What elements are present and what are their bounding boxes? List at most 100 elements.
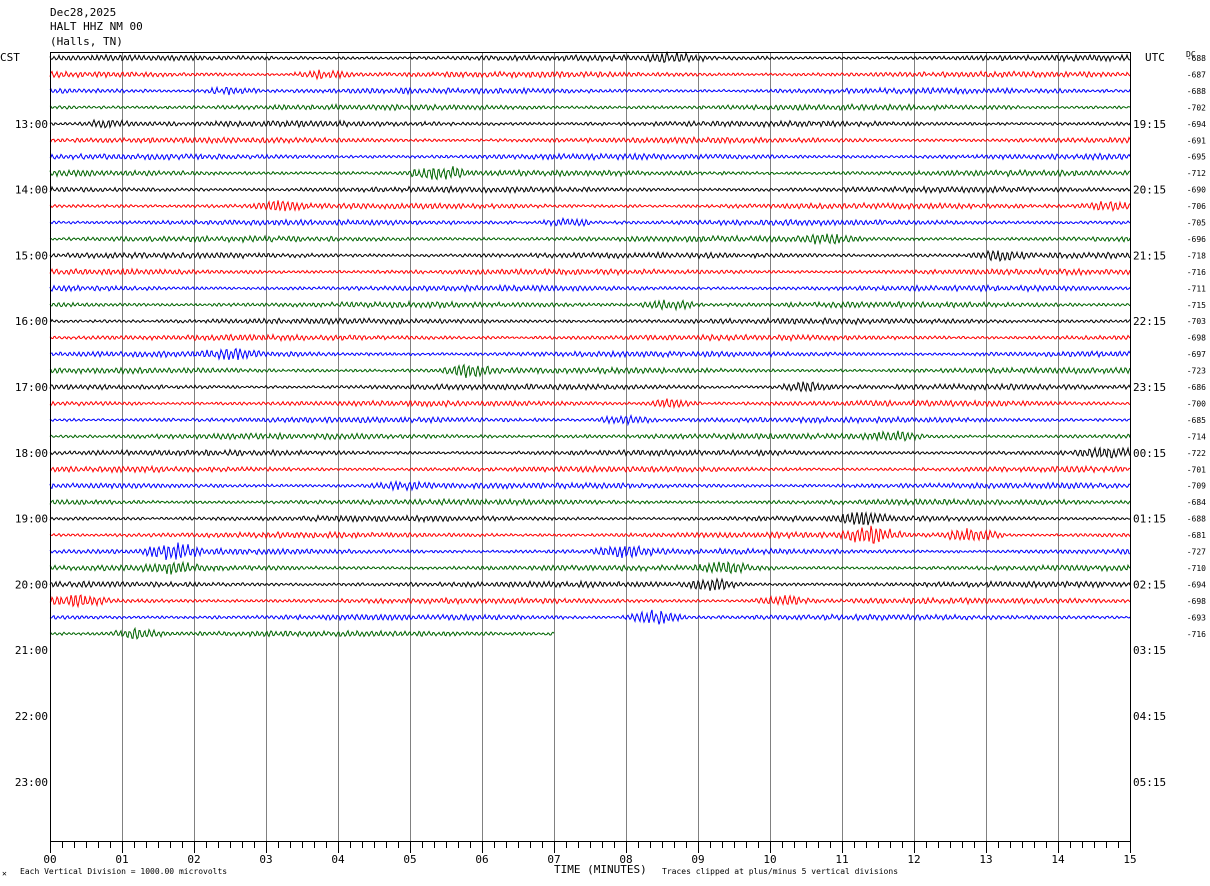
dc-offset-label: -698 [1187, 334, 1206, 343]
right-hour-label: 22:15 [1133, 315, 1166, 328]
x-tick-label: 00 [43, 853, 56, 866]
dc-offset-label: -681 [1187, 531, 1206, 540]
seismic-trace [49, 577, 1131, 591]
trace-group [49, 50, 1131, 640]
left-hour-label: 17:00 [15, 381, 48, 394]
dc-offset-label: -722 [1187, 449, 1206, 458]
seismic-trace [49, 430, 1131, 442]
seismic-trace [49, 626, 555, 640]
dc-offset-label: -702 [1187, 103, 1206, 112]
x-tick-label: 04 [331, 853, 345, 866]
seismic-trace [49, 594, 1131, 609]
dc-offset-label: -716 [1187, 630, 1206, 639]
right-hour-label: 23:15 [1133, 381, 1166, 394]
right-timezone-label: UTC [1145, 51, 1165, 64]
right-hour-label: 00:15 [1133, 447, 1166, 460]
right-hour-label: 02:15 [1133, 578, 1166, 591]
dc-offset-label: -710 [1187, 564, 1206, 573]
right-hour-label: 05:15 [1133, 776, 1166, 789]
seismic-trace [49, 317, 1131, 326]
x-tick-label: 10 [763, 853, 776, 866]
x-tick-label: 01 [115, 853, 128, 866]
left-hour-label: 14:00 [15, 184, 48, 197]
left-timezone-label: CST [0, 51, 20, 64]
seismic-trace [49, 464, 1130, 474]
dc-offset-label: -687 [1187, 70, 1206, 79]
seismic-trace [49, 542, 1131, 561]
dc-offset-label: -714 [1187, 432, 1206, 441]
dc-offset-label: -703 [1187, 317, 1206, 326]
dc-offset-label: -705 [1187, 219, 1206, 228]
dc-offset-label: -709 [1187, 482, 1206, 491]
minute-grid [122, 52, 1059, 841]
dc-offset-label: -693 [1187, 613, 1206, 622]
seismic-trace [49, 398, 1131, 410]
left-hour-label: 21:00 [15, 644, 48, 657]
footer: ✕ Each Vertical Division = 1000.00 micro… [2, 863, 898, 878]
header-location: (Halls, TN) [50, 35, 123, 48]
x-tick-label: 06 [475, 853, 488, 866]
dc-offset-label: -686 [1187, 383, 1206, 392]
seismic-trace [49, 233, 1131, 246]
dc-offset-label: -690 [1187, 186, 1206, 195]
dc-offset-label: -700 [1187, 399, 1206, 408]
dc-offset-label: -696 [1187, 235, 1206, 244]
seismic-trace [49, 69, 1131, 81]
seismic-trace [49, 185, 1131, 194]
right-hour-label: 21:15 [1133, 249, 1166, 262]
seismic-trace [49, 299, 1131, 312]
dc-label: DC [1186, 50, 1196, 59]
dc-offset-label: -685 [1187, 416, 1206, 425]
x-tick-label: 15 [1123, 853, 1136, 866]
right-hour-label: 20:15 [1133, 184, 1166, 197]
x-tick-label: 02 [187, 853, 200, 866]
seismic-trace [49, 609, 1131, 625]
seismic-trace [49, 267, 1131, 277]
x-tick-label: 11 [835, 853, 848, 866]
seismic-trace [49, 283, 1131, 293]
x-tick-label: 07 [547, 853, 560, 866]
left-hour-label: 18:00 [15, 447, 48, 460]
left-hour-label: 15:00 [15, 249, 48, 262]
seismic-trace [49, 217, 1131, 228]
dc-offset-label: -715 [1187, 301, 1206, 310]
right-hour-label: 03:15 [1133, 644, 1166, 657]
seismic-trace [49, 347, 1131, 361]
x-tick-label: 03 [259, 853, 272, 866]
dc-offset-label: -723 [1187, 367, 1206, 376]
seismic-trace [49, 363, 1131, 379]
right-hour-label: 04:15 [1133, 710, 1166, 723]
seismic-trace [49, 249, 1131, 262]
dc-offset-label: -716 [1187, 268, 1206, 277]
x-tick-label: 13 [979, 853, 992, 866]
seismic-trace [49, 152, 1131, 162]
dc-offset-label: -698 [1187, 597, 1206, 606]
header-block: Dec28,2025 HALT HHZ NM 00 (Halls, TN) [50, 6, 143, 48]
left-hour-label: 13:00 [15, 118, 48, 131]
seismic-trace [49, 446, 1131, 459]
left-hour-label: 22:00 [15, 710, 48, 723]
time-axis: 00 01 02 03 04 05 06 07 08 09 10 11 12 13 14 15 [43, 841, 1137, 866]
dc-offset-label: -695 [1187, 153, 1206, 162]
seismic-trace [49, 511, 1131, 526]
dc-offset-label: -688 [1187, 87, 1206, 96]
seismic-trace [49, 560, 1131, 575]
header-date: Dec28,2025 [50, 6, 116, 19]
corner-mark: ✕ [2, 869, 7, 878]
right-hour-label: 01:15 [1133, 513, 1166, 526]
left-hour-label: 20:00 [15, 578, 48, 591]
seismic-trace [49, 200, 1131, 213]
dc-offset-label: -688 [1187, 54, 1206, 63]
left-hour-label: 19:00 [15, 513, 48, 526]
seismic-trace [49, 479, 1131, 492]
seismic-trace [49, 166, 1131, 181]
dc-offset-label: -688 [1187, 515, 1206, 524]
dc-offset-label: -697 [1187, 350, 1206, 359]
right-hour-label: 19:15 [1133, 118, 1166, 131]
left-hour-label: 23:00 [15, 776, 48, 789]
seismic-trace [49, 136, 1131, 145]
dc-offset-label: -694 [1187, 120, 1206, 129]
seismic-trace [49, 118, 1131, 129]
dc-offset-label: -694 [1187, 580, 1206, 589]
x-tick-label: 09 [691, 853, 704, 866]
